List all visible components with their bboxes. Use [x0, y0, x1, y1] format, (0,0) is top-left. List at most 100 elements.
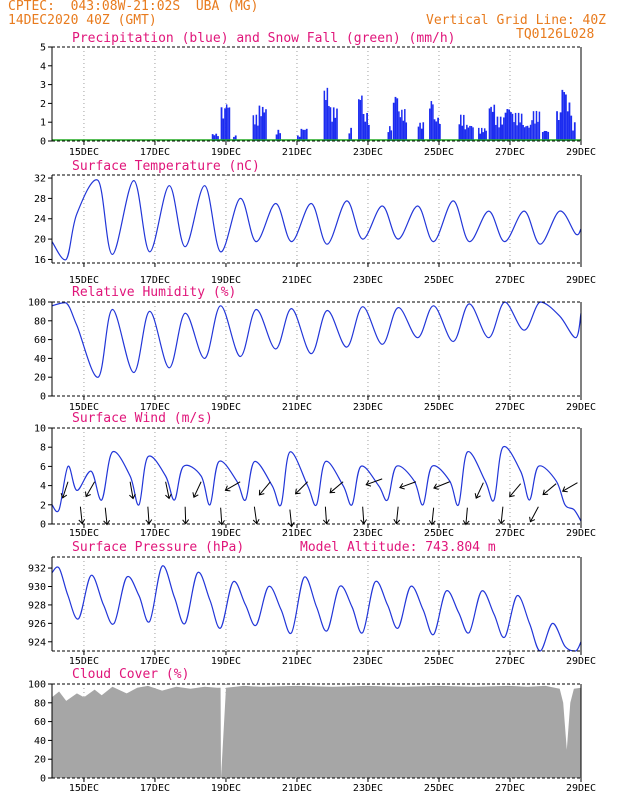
date-line: 14DEC2020 40Z (GMT) [8, 13, 157, 28]
station-line: CPTEC: 043:08W-21:02S UBA (MG) [8, 0, 259, 14]
precip-title: Precipitation (blue) and Snow Fall (gree… [72, 31, 456, 46]
y-tick-label: 6 [40, 462, 46, 473]
y-tick-label: 930 [28, 582, 46, 593]
precip-bar [261, 106, 264, 141]
precip-bar [215, 133, 218, 141]
precip-bar [513, 122, 515, 141]
precip-bar [482, 132, 484, 141]
wind-arrow-head [295, 488, 301, 495]
y-tick-label: 926 [28, 619, 46, 630]
wind-arrow [465, 507, 468, 525]
precip-bar [323, 90, 326, 141]
wind-arrow [259, 481, 271, 496]
cloud-title: Cloud Cover (%) [72, 667, 189, 682]
wind-arrow-head [393, 519, 401, 525]
precip-bar [220, 107, 223, 141]
temperature-title: Surface Temperature (nC) [72, 159, 260, 174]
wind-arrow-head [322, 519, 330, 525]
precip-bar [508, 109, 510, 141]
x-tick-label: 21DEC [282, 783, 312, 794]
y-tick-label: 10 [34, 424, 46, 435]
y-tick-label: 100 [28, 680, 46, 691]
precip-bar [331, 121, 333, 141]
wind-arrow [431, 507, 435, 525]
wind-title: Surface Wind (m/s) [72, 411, 213, 426]
wind-arrow-head [474, 493, 481, 499]
wind-arrow [433, 481, 450, 489]
x-tick-label: 27DEC [495, 147, 525, 158]
precip-bar [537, 121, 539, 141]
x-tick-label: 29DEC [566, 402, 596, 413]
wind-arrow-head [498, 519, 505, 525]
x-tick-label: 15DEC [69, 402, 99, 413]
precip-bar [563, 92, 566, 141]
x-tick-label: 21DEC [282, 147, 312, 158]
wind-arrow [324, 506, 328, 524]
x-tick-label: 23DEC [353, 656, 383, 667]
wind-arrow [295, 481, 308, 495]
precip-bar [463, 114, 465, 141]
wind-arrow-head [428, 520, 436, 526]
precip-bar [348, 133, 351, 141]
x-tick-label: 29DEC [566, 275, 596, 286]
wind-arrow-head [462, 520, 470, 526]
precip-bar [433, 119, 436, 141]
precip-bar [263, 112, 266, 141]
precip-bar [275, 134, 278, 141]
precip-bar [405, 122, 408, 141]
x-tick-label: 21DEC [282, 656, 312, 667]
x-tick-label: 27DEC [495, 656, 525, 667]
precip-bar [432, 104, 434, 141]
wind-arrow [289, 509, 293, 527]
precip-bar [467, 127, 470, 141]
precip-bar [541, 132, 544, 141]
precip-bar [224, 108, 226, 141]
pressure-title: Surface Pressure (hPa) [72, 540, 244, 555]
precip-bar [519, 122, 521, 141]
precip-bar [514, 112, 517, 141]
precip-bar [435, 121, 438, 141]
precip-bar [296, 135, 299, 141]
x-tick-label: 21DEC [282, 528, 312, 539]
y-tick-label: 0 [40, 520, 46, 531]
precip-bar [520, 113, 523, 141]
y-tick-label: 24 [34, 214, 46, 225]
x-tick-label: 19DEC [211, 402, 241, 413]
precip-bar [328, 105, 330, 141]
precip-bar [359, 100, 362, 141]
precip-bar [523, 127, 526, 141]
y-tick-label: 928 [28, 600, 46, 611]
grid-note: Vertical Grid Line: 40Z [426, 13, 607, 28]
y-tick-label: 60 [34, 335, 46, 346]
precip-bar [390, 130, 393, 141]
precip-bar [252, 115, 255, 141]
x-tick-label: 27DEC [495, 402, 525, 413]
wind-arrow-head [224, 485, 231, 492]
x-tick-label: 17DEC [140, 275, 170, 286]
precip-bar [398, 111, 400, 141]
x-tick-label: 19DEC [211, 528, 241, 539]
wind-arrow [184, 506, 187, 524]
wind-arrow-head [258, 489, 265, 496]
wind-arrow-head [218, 520, 225, 526]
precip-bar [227, 107, 229, 141]
x-tick-label: 29DEC [566, 783, 596, 794]
precip-bar [517, 112, 520, 141]
x-tick-label: 21DEC [282, 275, 312, 286]
temperature-line [51, 179, 582, 261]
x-tick-label: 17DEC [140, 528, 170, 539]
wind-arrow [399, 481, 417, 489]
x-tick-label: 25DEC [424, 402, 454, 413]
precip-bar [399, 117, 402, 141]
precip-bar [422, 122, 425, 141]
precip-bar [387, 132, 390, 141]
precip-bar [535, 110, 538, 141]
precip-bar [531, 120, 533, 141]
precip-bar [501, 124, 504, 141]
x-tick-label: 15DEC [69, 275, 99, 286]
precip-bar [496, 116, 499, 141]
wind-arrow-head [529, 516, 536, 523]
x-tick-label: 29DEC [566, 147, 596, 158]
precip-bar [488, 108, 491, 141]
precip-bar [470, 126, 473, 141]
